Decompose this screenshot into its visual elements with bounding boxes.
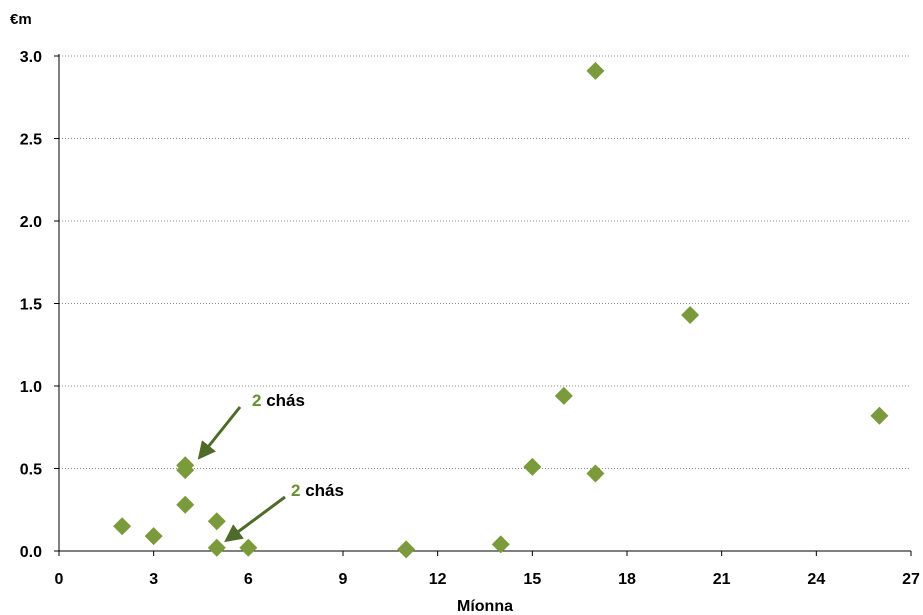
- annotation-label: 2 chás: [252, 391, 305, 410]
- data-point: [491, 535, 510, 554]
- y-tick-label: 0.0: [20, 544, 42, 561]
- data-point: [586, 464, 605, 483]
- data-point: [554, 386, 573, 405]
- x-axis-title: Míonna: [457, 598, 513, 615]
- annotation-count: 2: [252, 391, 261, 410]
- x-tick-label: 18: [618, 571, 636, 588]
- data-point: [176, 495, 195, 514]
- annotation-arrow: [197, 406, 242, 460]
- data-point: [523, 457, 542, 476]
- y-unit-label: €m: [10, 11, 32, 28]
- x-tick-label: 0: [55, 571, 64, 588]
- annotation-word: chás: [300, 481, 343, 500]
- data-point: [397, 540, 416, 559]
- annotation-count: 2: [291, 481, 300, 500]
- data-point: [207, 538, 226, 557]
- data-point: [113, 517, 132, 536]
- y-tick-label: 2.0: [20, 214, 42, 231]
- y-tick-label: 0.5: [20, 462, 42, 479]
- data-point: [239, 538, 258, 557]
- data-point: [681, 306, 700, 325]
- data-point: [586, 61, 605, 80]
- x-tick-label: 12: [429, 571, 447, 588]
- gridlines: [59, 55, 911, 469]
- data-point: [870, 406, 889, 425]
- x-tick-label: 9: [339, 571, 348, 588]
- x-tick-label: 21: [713, 571, 731, 588]
- x-tick-label: 15: [523, 571, 541, 588]
- x-tick-label: 27: [902, 571, 920, 588]
- x-tick-label: 6: [244, 571, 253, 588]
- y-tick-labels: 0.0 0.5 1.0 1.5 2.0 2.5 3.0: [20, 49, 42, 561]
- y-tick-label: 2.5: [20, 132, 42, 149]
- annotation-arrow: [224, 495, 286, 543]
- data-point: [144, 527, 163, 546]
- data-points: [113, 61, 889, 559]
- x-tick-label: 3: [149, 571, 158, 588]
- axes: [54, 54, 912, 556]
- annotation-word: chás: [261, 391, 304, 410]
- y-tick-label: 1.5: [20, 297, 42, 314]
- data-point: [207, 512, 226, 531]
- annotation-label: 2 chás: [291, 481, 344, 500]
- data-point: [176, 461, 195, 480]
- y-tick-label: 1.0: [20, 379, 42, 396]
- x-tick-label: 24: [807, 571, 825, 588]
- y-tick-label: 3.0: [20, 49, 42, 66]
- x-tick-labels: 0 3 6 9 12 15 18 21 24 27: [55, 571, 920, 588]
